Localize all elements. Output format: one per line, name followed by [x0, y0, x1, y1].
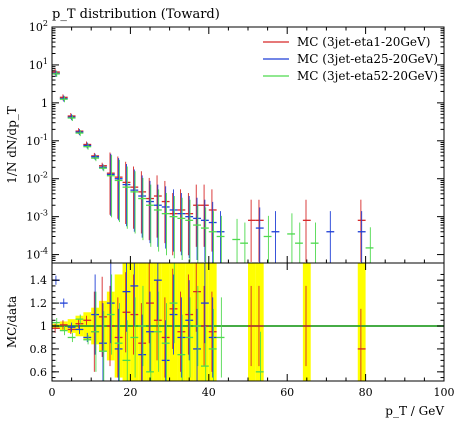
- main-y-tick-label: 101: [29, 57, 48, 72]
- ratio-series-mc-3jet-eta52-20gev: [52, 263, 264, 381]
- main-y-tick-label: 10-3: [26, 209, 48, 224]
- series-mc-3jet-eta25-20gev: [52, 70, 366, 263]
- x-axis: 0 20 40 60 80 100: [49, 27, 455, 399]
- legend-label-eta52: MC (3jet-eta52-20GeV): [297, 69, 438, 83]
- uncertainty-band-bin: [255, 263, 264, 381]
- ratio-y-axis-label: MC/data: [5, 296, 19, 348]
- main-series: [52, 69, 374, 263]
- uncertainty-band-bin: [153, 263, 162, 381]
- ratio-series-mc-3jet-eta25-20gev: [52, 263, 217, 381]
- ratio-panel: 0.6 0.8 1 1.2 1.4 MC/data: [5, 262, 445, 382]
- main-panel: p_T distribution (Toward) 1/N dN/dp_T 10…: [5, 7, 445, 264]
- ratio-y-tick-label: 0.8: [30, 343, 48, 356]
- series-mc-3jet-eta52-20gev: [52, 70, 374, 263]
- ratio-series: [52, 263, 366, 381]
- main-y-tick-label: 1: [41, 97, 48, 110]
- main-y-tick-label: 10-4: [26, 247, 48, 262]
- uncertainty-band-bin: [302, 263, 311, 381]
- ratio-y-tick-label: 1.2: [30, 297, 48, 310]
- main-y-axis-label: 1/N dN/dp_T: [5, 106, 19, 184]
- ratio-y-ticks: 0.6 0.8 1 1.2 1.4: [30, 273, 444, 379]
- main-y-tick-label: 10-2: [26, 171, 48, 186]
- uncertainty-band-bin: [248, 263, 256, 381]
- ratio-y-tick-label: 1.4: [30, 274, 48, 287]
- ratio-y-tick-label: 0.6: [30, 366, 48, 379]
- x-axis-label: p_T / GeV: [385, 404, 444, 418]
- ratio-y-tick-label: 1: [40, 320, 47, 333]
- uncertainty-band-bin: [357, 263, 366, 381]
- x-tick-label: 80: [359, 386, 373, 399]
- chart-title: p_T distribution (Toward): [52, 7, 220, 22]
- x-tick-label: 20: [123, 386, 137, 399]
- x-tick-label: 100: [434, 386, 455, 399]
- legend-label-eta25: MC (3jet-eta25-20GeV): [297, 52, 438, 66]
- series-mc-3jet-eta1-20gev: [52, 69, 366, 262]
- x-tick-label: 40: [202, 386, 216, 399]
- x-tick-label: 0: [49, 386, 56, 399]
- legend: MC (3jet-eta1-20GeV) MC (3jet-eta25-20Ge…: [263, 35, 438, 83]
- x-tick-label: 60: [280, 386, 294, 399]
- legend-label-eta1: MC (3jet-eta1-20GeV): [297, 35, 430, 49]
- ratio-uncertainty-band: [52, 263, 366, 381]
- main-y-tick-label: 10-1: [26, 133, 48, 148]
- main-y-tick-label: 102: [29, 19, 48, 34]
